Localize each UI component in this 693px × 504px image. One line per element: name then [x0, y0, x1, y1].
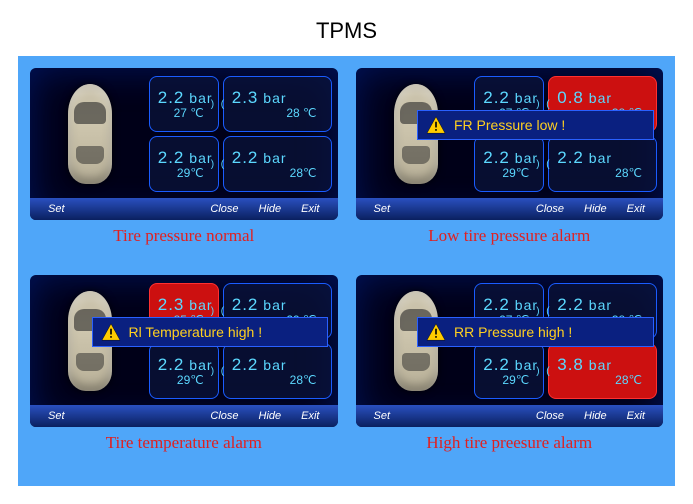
- tire-pressure: 2.2 bar: [232, 148, 323, 168]
- tire-rl-t: 2.2 bar 29℃: [149, 343, 219, 399]
- tire-pressure: 3.8 bar: [557, 355, 648, 375]
- menu-close[interactable]: Close: [200, 203, 248, 215]
- tire-pressure: 2.2 bar: [483, 355, 535, 375]
- menu-exit[interactable]: Exit: [291, 410, 329, 422]
- alert-text: FR Pressure low !: [454, 117, 565, 133]
- warning-icon: [101, 323, 121, 341]
- alert-text: Rl Temperature high !: [129, 324, 263, 340]
- page-title: TPMS: [0, 0, 693, 56]
- menu-set[interactable]: Set: [364, 410, 401, 422]
- tire-rl-t: 2.2 bar 29℃: [149, 136, 219, 192]
- panel-3: 2.2 bar 27 ℃ 2.2 bar 38 ℃ 2.2 bar 29℃ 3.…: [356, 275, 664, 474]
- tire-rr-t: 3.8 bar 28℃: [548, 343, 657, 399]
- car-icon: [68, 84, 112, 184]
- tire-temp: 28 ℃: [232, 106, 323, 120]
- menu-set[interactable]: Set: [38, 410, 75, 422]
- menu-close[interactable]: Close: [526, 410, 574, 422]
- menu-hide[interactable]: Hide: [249, 203, 292, 215]
- tire-rr-t: 2.2 bar 28℃: [223, 136, 332, 192]
- tire-rl-t: 2.2 bar 29℃: [474, 136, 544, 192]
- tire-pressure: 2.2 bar: [158, 148, 210, 168]
- warning-icon: [426, 116, 446, 134]
- panel-caption: Tire pressure normal: [30, 226, 338, 246]
- panel-2: 2.3 bar 85 ℃ 2.2 bar 29 ℃ 2.2 bar 29℃ 2.…: [30, 275, 338, 474]
- tire-pressure: 2.3 bar: [158, 295, 210, 315]
- alert-banner: Rl Temperature high !: [92, 317, 329, 347]
- menu-close[interactable]: Close: [200, 410, 248, 422]
- warning-icon: [426, 323, 446, 341]
- tire-rr-t: 2.2 bar 28℃: [548, 136, 657, 192]
- menu-exit[interactable]: Exit: [291, 203, 329, 215]
- tire-temp: 29℃: [158, 373, 210, 387]
- panel-1: 2.2 bar 27 ℃ 0.8 bar 38 ℃ 2.2 bar 29℃ 2.…: [356, 68, 664, 267]
- panel-caption: Low tire pressure alarm: [356, 226, 664, 246]
- menubar: Set Close Hide Exit: [30, 198, 338, 220]
- tire-fr: 2.3 bar 28 ℃: [223, 76, 332, 132]
- tire-rr-t: 2.2 bar 28℃: [223, 343, 332, 399]
- tpms-device: 2.2 bar 27 ℃ 0.8 bar 38 ℃ 2.2 bar 29℃ 2.…: [356, 68, 664, 220]
- menu-hide[interactable]: Hide: [574, 203, 617, 215]
- tire-pressure: 2.2 bar: [483, 148, 535, 168]
- tire-temp: 28℃: [232, 166, 323, 180]
- menubar: Set Close Hide Exit: [356, 198, 664, 220]
- menu-hide[interactable]: Hide: [249, 410, 292, 422]
- menu-hide[interactable]: Hide: [574, 410, 617, 422]
- menu-exit[interactable]: Exit: [617, 203, 655, 215]
- tpms-device: 2.2 bar 27 ℃ 2.3 bar 28 ℃ 2.2 bar 29℃ 2.…: [30, 68, 338, 220]
- tire-pressure: 2.2 bar: [158, 355, 210, 375]
- panel-0: 2.2 bar 27 ℃ 2.3 bar 28 ℃ 2.2 bar 29℃ 2.…: [30, 68, 338, 267]
- tpms-device: 2.3 bar 85 ℃ 2.2 bar 29 ℃ 2.2 bar 29℃ 2.…: [30, 275, 338, 427]
- alert-banner: FR Pressure low !: [417, 110, 654, 140]
- menubar: Set Close Hide Exit: [30, 405, 338, 427]
- tire-pressure: 2.2 bar: [158, 88, 210, 108]
- panel-caption: High tire preesure alarm: [356, 433, 664, 453]
- menu-set[interactable]: Set: [38, 203, 75, 215]
- tire-rl-t: 2.2 bar 29℃: [474, 343, 544, 399]
- tpms-device: 2.2 bar 27 ℃ 2.2 bar 38 ℃ 2.2 bar 29℃ 3.…: [356, 275, 664, 427]
- alert-banner: RR Pressure high !: [417, 317, 654, 347]
- tire-pressure: 2.2 bar: [483, 88, 535, 108]
- tire-temp: 29℃: [483, 373, 535, 387]
- menu-set[interactable]: Set: [364, 203, 401, 215]
- menu-close[interactable]: Close: [526, 203, 574, 215]
- panel-caption: Tire temperature alarm: [30, 433, 338, 453]
- tire-temp: 29℃: [158, 166, 210, 180]
- tire-temp: 27 ℃: [158, 106, 210, 120]
- tire-pressure: 2.3 bar: [232, 88, 323, 108]
- tire-pressure: 0.8 bar: [557, 88, 648, 108]
- alert-text: RR Pressure high !: [454, 324, 572, 340]
- panel-grid: 2.2 bar 27 ℃ 2.3 bar 28 ℃ 2.2 bar 29℃ 2.…: [18, 56, 675, 486]
- tire-pressure: 2.2 bar: [232, 355, 323, 375]
- tire-pressure: 2.2 bar: [483, 295, 535, 315]
- tire-temp: 28℃: [232, 373, 323, 387]
- tire-temp: 28℃: [557, 373, 648, 387]
- tire-fl: 2.2 bar 27 ℃: [149, 76, 219, 132]
- tire-pressure: 2.2 bar: [232, 295, 323, 315]
- tire-temp: 28℃: [557, 166, 648, 180]
- tire-temp: 29℃: [483, 166, 535, 180]
- menu-exit[interactable]: Exit: [617, 410, 655, 422]
- tire-pressure: 2.2 bar: [557, 295, 648, 315]
- menubar: Set Close Hide Exit: [356, 405, 664, 427]
- tire-pressure: 2.2 bar: [557, 148, 648, 168]
